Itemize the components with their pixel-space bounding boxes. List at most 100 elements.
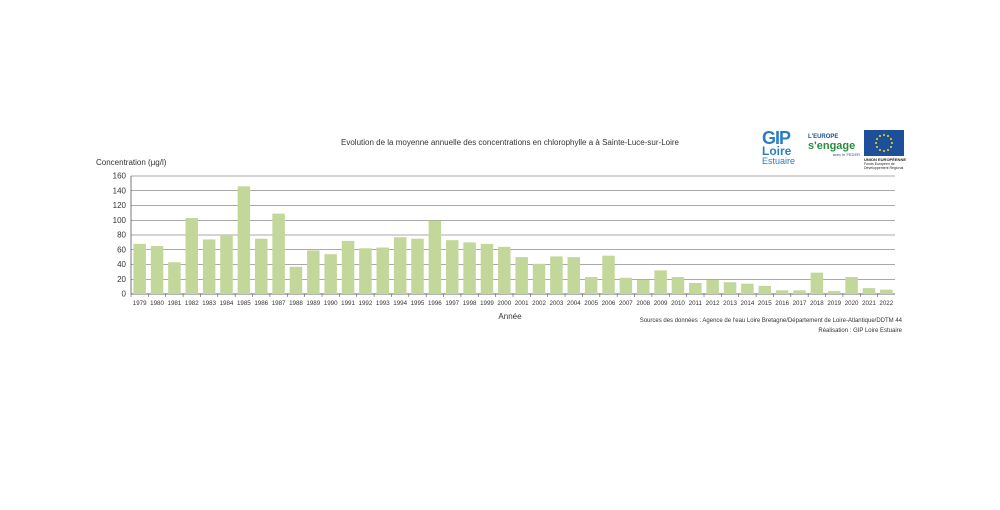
- europe-logo-line3: avec le FEDER: [832, 152, 860, 157]
- gip-logo-line2: Loire: [762, 144, 792, 158]
- europe-logo-line2: s'engage: [808, 140, 856, 152]
- bar: [220, 235, 233, 294]
- x-tick-label: 1981: [168, 300, 182, 307]
- gip-loire-estuaire-logo: GIP Loire Estuaire: [762, 129, 808, 168]
- bar: [341, 240, 355, 294]
- bar: [706, 279, 719, 294]
- x-tick-label: 1979: [133, 300, 147, 307]
- bar: [185, 218, 199, 294]
- x-tick-label: 2006: [602, 300, 616, 307]
- y-tick-label: 0: [122, 290, 127, 299]
- x-tick-label: 2022: [879, 300, 893, 307]
- bar: [550, 256, 563, 294]
- bar: [202, 239, 216, 294]
- x-tick-label: 1989: [306, 300, 320, 307]
- bar: [428, 220, 442, 294]
- bar: [741, 283, 754, 294]
- x-tick-label: 2003: [550, 300, 564, 307]
- bar: [168, 262, 181, 294]
- x-tick-label: 1998: [463, 300, 477, 307]
- bar: [671, 277, 685, 294]
- x-tick-label: 2019: [827, 300, 841, 307]
- x-tick-label: 1996: [428, 300, 442, 307]
- bar: [880, 289, 893, 294]
- x-tick-label: 2002: [532, 300, 546, 307]
- bar: [515, 257, 528, 294]
- y-tick-label: 80: [117, 231, 126, 240]
- bar: [689, 282, 702, 294]
- x-tick-label: 2017: [793, 300, 807, 307]
- x-tick-label: 1987: [272, 300, 286, 307]
- x-tick-label: 1985: [237, 300, 251, 307]
- x-tick-label: 2001: [515, 300, 529, 307]
- bar: [463, 242, 476, 294]
- bar: [254, 238, 268, 294]
- bar: [324, 254, 337, 294]
- bar: [237, 186, 251, 294]
- x-tick-label: 2021: [862, 300, 876, 307]
- x-tick-label: 1990: [324, 300, 338, 307]
- x-tick-label: 1999: [480, 300, 494, 307]
- x-tick-label: 2015: [758, 300, 772, 307]
- bar: [532, 263, 546, 294]
- y-axis-label: Concentration (µg/l): [96, 158, 167, 167]
- ue-logo-line2: Fonds Européen de Développement Régional: [864, 162, 904, 170]
- bar: [307, 250, 320, 294]
- x-tick-label: 1980: [150, 300, 164, 307]
- bar: [359, 248, 372, 294]
- bar: [567, 257, 581, 294]
- source-note: Sources des données : Agence de l'eau Lo…: [639, 318, 902, 324]
- ue-logo-line1: UNION EUROPÉENNE: [864, 157, 907, 162]
- bar: [636, 279, 650, 294]
- credit-note: Réalisation : GIP Loire Estuaire: [818, 328, 902, 334]
- x-axis-label: Année: [498, 312, 522, 321]
- y-tick-label: 120: [113, 201, 127, 210]
- x-tick-label: 1995: [411, 300, 425, 307]
- x-tick-label: 1988: [289, 300, 303, 307]
- x-tick-label: 2004: [567, 300, 581, 307]
- bar: [758, 285, 772, 294]
- bar: [602, 255, 615, 294]
- bar: [845, 277, 858, 294]
- bar: [498, 246, 511, 294]
- x-tick-label: 2000: [497, 300, 511, 307]
- x-tick-label: 2005: [584, 300, 598, 307]
- europe-engage-logo: L'EUROPE s'engage avec le FEDER: [808, 134, 860, 166]
- bar: [862, 288, 876, 294]
- bar: [289, 266, 303, 294]
- x-tick-label: 1994: [393, 300, 407, 307]
- y-tick-label: 20: [117, 275, 126, 284]
- europe-logo-line1: L'EUROPE: [808, 134, 839, 140]
- x-tick-label: 2018: [810, 300, 824, 307]
- x-tick-label: 1986: [254, 300, 268, 307]
- bar: [619, 277, 633, 294]
- y-tick-label: 160: [113, 172, 127, 181]
- y-tick-label: 100: [113, 216, 127, 225]
- bar: [654, 270, 667, 294]
- x-tick-label: 2010: [671, 300, 685, 307]
- bar: [445, 240, 459, 294]
- bar: [150, 246, 164, 294]
- y-tick-label: 140: [113, 186, 127, 195]
- bar: [480, 243, 494, 294]
- chart-title: Evolution de la moyenne annuelle des con…: [341, 138, 679, 147]
- bar: [827, 291, 841, 294]
- union-europeenne-logo: UNION EUROPÉENNE Fonds Européen de Dével…: [864, 130, 906, 170]
- gip-logo-line3: Estuaire: [762, 156, 796, 166]
- x-tick-label: 1984: [220, 300, 234, 307]
- y-tick-label: 60: [117, 245, 126, 254]
- x-tick-label: 2014: [741, 300, 755, 307]
- x-tick-label: 1983: [202, 300, 216, 307]
- x-tick-label: 2016: [775, 300, 789, 307]
- bar: [584, 277, 598, 294]
- bar: [133, 243, 146, 294]
- x-tick-label: 1992: [359, 300, 373, 307]
- x-tick-label: 2012: [706, 300, 720, 307]
- bar: [411, 238, 424, 294]
- bar: [393, 237, 407, 294]
- bar: [376, 247, 390, 294]
- x-tick-label: 1982: [185, 300, 199, 307]
- x-tick-label: 2008: [636, 300, 650, 307]
- bar: [775, 290, 789, 294]
